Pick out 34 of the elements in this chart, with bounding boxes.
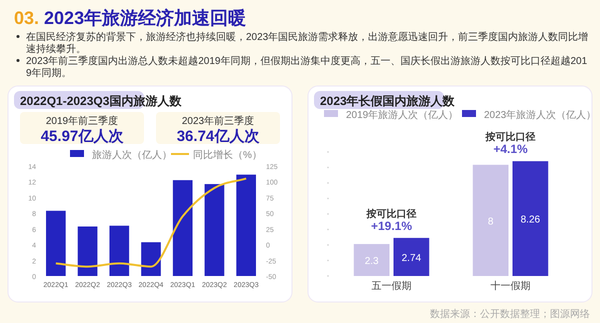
bar bbox=[141, 242, 161, 276]
text: 45.97亿人次 bbox=[40, 128, 124, 145]
legend-label: 同比增长（%） bbox=[193, 149, 262, 161]
legend-label: 2023年旅游人次（亿人） bbox=[484, 109, 596, 121]
text: 36.74亿人次 bbox=[176, 128, 260, 145]
bar bbox=[204, 184, 224, 276]
data-label: 2.3 bbox=[364, 256, 380, 268]
x-tick-label: 五一假期 bbox=[372, 280, 412, 292]
bar bbox=[394, 238, 430, 276]
text: 03. 2023年旅游经济加速回暖 bbox=[14, 8, 246, 28]
source-note: 数据来源：公开数据整理；图源网络 bbox=[430, 308, 590, 320]
text: 2023年前三季度国内出游总人数未超越2019年同期，但假期出游集中度更高，五一、国庆长假出游旅游人数按可比口径超越2019年同期。 bbox=[26, 55, 588, 79]
bar bbox=[472, 164, 508, 276]
bar bbox=[354, 244, 390, 276]
x-tick-label: 十一假期 bbox=[490, 280, 530, 292]
chart-title: 2023年长假国内旅游人数 bbox=[320, 94, 456, 108]
legend-label: 2019年旅游人次（亿人） bbox=[346, 109, 458, 121]
data-label: 8.26 bbox=[520, 214, 541, 226]
data-label: 2.74 bbox=[402, 252, 422, 264]
bar bbox=[172, 180, 193, 276]
line-series bbox=[54, 178, 248, 268]
bar bbox=[236, 174, 256, 276]
text: 2023年前三季度 bbox=[182, 115, 254, 127]
legend-label: 旅游人次（亿人） bbox=[92, 149, 172, 161]
annotation: 按可比口径 +4.1% bbox=[484, 131, 536, 156]
text: 2019年前三季度 bbox=[46, 115, 118, 127]
annotation: 按可比口径 +19.1% bbox=[366, 208, 416, 233]
bar bbox=[109, 226, 130, 276]
data-label: 8 bbox=[488, 216, 494, 228]
chart-title: 2022Q1-2023Q3国内旅游人数 bbox=[20, 94, 182, 108]
bar bbox=[78, 226, 98, 276]
bar bbox=[512, 161, 548, 276]
text: 在国民经济复苏的背景下，旅游经济也持续回暖，2023年国民旅游需求释放，出游意愿迅速回升，前三季度国内旅游人数同比增速持续攀升。 bbox=[26, 31, 588, 55]
bar bbox=[46, 210, 66, 276]
